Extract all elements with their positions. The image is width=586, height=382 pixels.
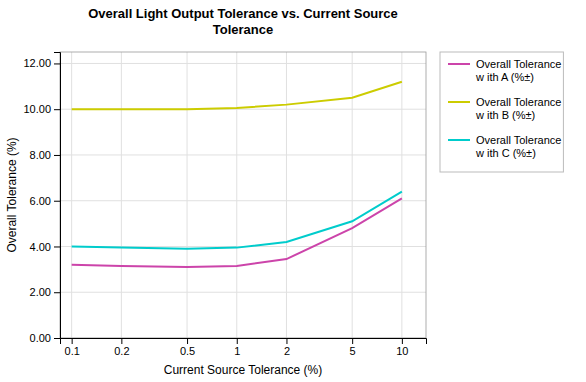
tick-label: 8.00 — [30, 149, 51, 161]
tick-mark — [187, 338, 188, 344]
y-axis-label: Overall Tolerance (%) — [5, 137, 19, 252]
tick-label: 1 — [234, 345, 240, 357]
grid-line — [187, 52, 188, 338]
title: Overall Light Output Tolerance vs. Curre… — [88, 6, 398, 37]
grid-line — [401, 52, 402, 338]
tick: 0.1 — [65, 338, 80, 357]
tick-mark — [402, 338, 403, 344]
series-line — [72, 192, 402, 249]
tick-mark — [54, 201, 60, 202]
tick-label: 6.00 — [30, 195, 51, 207]
lines — [72, 82, 402, 267]
tick: 2.00 — [30, 286, 60, 298]
legend-swatch — [448, 63, 470, 65]
tick: 0.2 — [114, 338, 129, 357]
series-line — [72, 198, 402, 267]
series-line — [72, 82, 402, 109]
tick-label: 10.00 — [23, 103, 51, 115]
tick-label: 4.00 — [30, 241, 51, 253]
grid — [60, 52, 426, 338]
tick-mark — [121, 338, 122, 344]
x-axis: 0.1 0.2 0.5 1 2 5 10 — [61, 338, 427, 357]
legend: Overall Tolerancew ith A (%±) Overall Tol… — [440, 52, 563, 172]
tick-mark — [54, 63, 60, 64]
chart: 0.1 0.2 0.5 1 2 5 10 0.00 2.00 4.00 6.00 8.00 10.00 1… — [0, 0, 586, 382]
tick-label: 2.00 — [30, 286, 51, 298]
axis-line — [61, 339, 427, 345]
legend-label: Overall Tolerancew ith B (%±) — [475, 96, 561, 121]
tick-mark — [54, 246, 60, 247]
grid-line — [71, 52, 72, 338]
tick-mark — [54, 155, 60, 156]
tick: 6.00 — [30, 195, 60, 207]
tick-label: 0.00 — [30, 332, 51, 344]
tick-label: 0.1 — [65, 345, 80, 357]
tick-label: 2 — [284, 345, 290, 357]
grid-line — [236, 52, 237, 338]
grid-line — [60, 63, 426, 64]
grid-line — [60, 292, 426, 293]
plot-frame — [60, 52, 426, 338]
tick-mark — [54, 292, 60, 293]
tick-mark — [54, 109, 60, 110]
tick: 4.00 — [30, 241, 60, 253]
grid-line — [352, 52, 353, 338]
tick-label: 5 — [350, 345, 356, 357]
tick-mark — [72, 338, 73, 344]
grid-line — [121, 52, 122, 338]
tick: 10.00 — [23, 103, 60, 115]
legend-box — [440, 52, 563, 172]
legend-label: Overall Tolerancew ith C (%±) — [475, 134, 561, 159]
tick-mark — [352, 338, 353, 344]
tick: 0.5 — [180, 338, 195, 357]
plot-area: 0.1 0.2 0.5 1 2 5 10 0.00 2.00 4.00 6.00 8.00 10.00 1… — [23, 52, 426, 357]
grid-line — [286, 52, 287, 338]
tick-label: 0.2 — [114, 345, 129, 357]
tick: 5 — [350, 338, 356, 357]
tick-mark — [286, 338, 287, 344]
tick: 8.00 — [30, 149, 60, 161]
tick-label: 12.00 — [23, 57, 51, 69]
tick: 2 — [284, 338, 290, 357]
grid-line — [60, 200, 426, 201]
tick-mark — [237, 338, 238, 344]
tick-label: 0.5 — [180, 345, 195, 357]
y-axis: 0.00 2.00 4.00 6.00 8.00 10.00 12.00 — [23, 53, 60, 345]
tick: 12.00 — [23, 57, 60, 69]
tick: 0.00 — [30, 332, 60, 344]
axis-line — [54, 53, 61, 339]
legend-swatch — [448, 139, 470, 141]
tick-label: 10 — [396, 345, 408, 357]
tick: 10 — [396, 338, 408, 357]
x-axis-label: Current Source Tolerance (%) — [164, 363, 323, 377]
tick-mark — [54, 338, 60, 339]
tick: 1 — [234, 338, 240, 357]
legend-swatch — [448, 101, 470, 103]
legend-label: Overall Tolerancew ith A (%±) — [475, 58, 561, 83]
grid-line — [60, 154, 426, 155]
